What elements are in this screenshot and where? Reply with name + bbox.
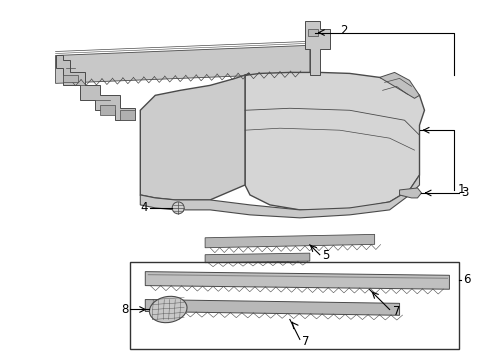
Polygon shape [205,253,310,263]
Text: 1: 1 [457,184,465,197]
Text: 5: 5 [322,249,329,262]
Polygon shape [305,21,330,75]
Polygon shape [63,75,78,82]
Text: 2: 2 [340,24,347,37]
Polygon shape [100,105,115,115]
Circle shape [172,202,184,214]
Text: 7: 7 [302,335,309,348]
Text: 6: 6 [464,273,471,286]
Polygon shape [140,175,419,218]
Text: 3: 3 [462,186,469,199]
Ellipse shape [149,296,187,323]
Polygon shape [245,72,424,210]
Text: 7: 7 [392,305,400,318]
Polygon shape [205,234,375,248]
Polygon shape [145,272,449,289]
Polygon shape [399,188,421,198]
Polygon shape [140,73,250,200]
Polygon shape [55,55,135,120]
Polygon shape [308,28,318,36]
Text: 4: 4 [141,201,148,215]
Polygon shape [380,72,419,98]
Polygon shape [55,45,310,84]
Bar [130,262,460,349]
Polygon shape [121,110,135,120]
Text: 8: 8 [121,303,128,316]
Polygon shape [145,300,399,315]
